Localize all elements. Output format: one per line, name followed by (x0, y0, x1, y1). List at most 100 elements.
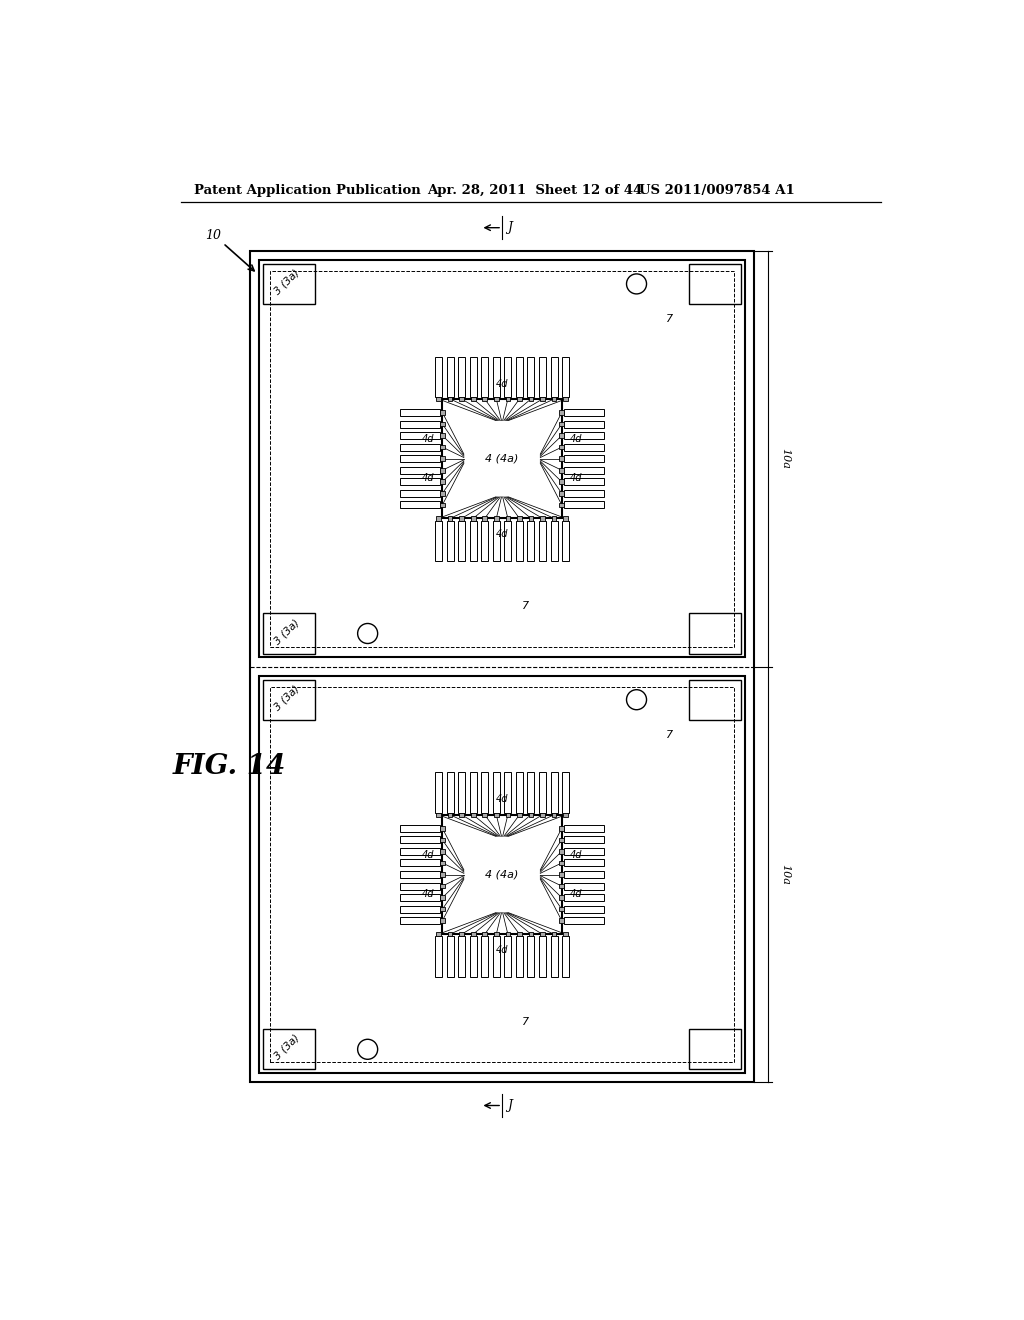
Bar (559, 919, 564, 923)
Bar (541, 813, 545, 817)
Bar (270, 271, 734, 647)
Bar (564, 883, 604, 890)
Bar (446, 356, 454, 397)
Bar (493, 520, 500, 561)
Bar (564, 847, 604, 855)
Bar (470, 936, 477, 977)
Bar (446, 520, 454, 561)
Bar (559, 503, 564, 507)
Bar (440, 469, 444, 473)
Bar (447, 813, 453, 817)
Bar (447, 397, 453, 401)
Bar (689, 264, 741, 304)
Bar (447, 516, 453, 520)
Bar (564, 444, 604, 450)
Text: 7: 7 (666, 730, 673, 741)
Text: 4d: 4d (496, 945, 508, 954)
Bar (559, 907, 564, 911)
Text: Apr. 28, 2011  Sheet 12 of 44: Apr. 28, 2011 Sheet 12 of 44 (427, 185, 642, 197)
Bar (528, 397, 534, 401)
Bar (494, 932, 499, 936)
Bar (440, 884, 444, 888)
Text: J: J (507, 222, 512, 234)
Bar (562, 356, 569, 397)
Bar (564, 432, 604, 440)
Bar (440, 861, 444, 866)
Bar (400, 478, 440, 486)
Bar (481, 520, 488, 561)
Bar (516, 936, 523, 977)
Bar (400, 421, 440, 428)
Text: FIG. 14: FIG. 14 (173, 754, 286, 780)
Bar (559, 491, 564, 496)
Text: 10: 10 (205, 228, 220, 242)
Bar (563, 516, 568, 520)
Bar (460, 932, 464, 936)
Bar (689, 680, 741, 719)
Text: 4d: 4d (496, 529, 508, 539)
Bar (559, 445, 564, 449)
Bar (541, 397, 545, 401)
Bar (505, 772, 511, 813)
Bar (551, 936, 557, 977)
Text: 10a: 10a (780, 449, 791, 469)
Text: 4d: 4d (496, 795, 508, 804)
Bar (263, 614, 315, 653)
Text: 4 (4a): 4 (4a) (485, 870, 519, 879)
Bar (400, 490, 440, 496)
Bar (506, 516, 510, 520)
Text: US 2011/0097854 A1: US 2011/0097854 A1 (639, 185, 795, 197)
Bar (539, 520, 546, 561)
Bar (400, 837, 440, 843)
Bar (436, 813, 441, 817)
Bar (400, 825, 440, 832)
Bar (517, 932, 521, 936)
Bar (436, 397, 441, 401)
Bar (400, 409, 440, 416)
Bar (494, 516, 499, 520)
Bar (458, 772, 465, 813)
Bar (471, 516, 475, 520)
Bar (559, 457, 564, 461)
Bar (440, 422, 444, 426)
Bar (440, 433, 444, 438)
Bar (563, 932, 568, 936)
Bar (263, 264, 315, 304)
Bar (470, 356, 477, 397)
Bar (494, 397, 499, 401)
Bar (559, 411, 564, 414)
Bar (528, 932, 534, 936)
Bar (527, 936, 535, 977)
Bar (435, 772, 442, 813)
Bar (541, 516, 545, 520)
Bar (551, 772, 557, 813)
Bar (440, 826, 444, 830)
Bar (564, 455, 604, 462)
Bar (400, 906, 440, 912)
Bar (551, 520, 557, 561)
Bar (564, 825, 604, 832)
Text: 4 (4a): 4 (4a) (485, 454, 519, 463)
Bar (562, 772, 569, 813)
Bar (442, 399, 562, 519)
Bar (482, 516, 487, 520)
Bar (564, 871, 604, 878)
Bar (442, 814, 562, 935)
Text: 4d: 4d (569, 850, 582, 861)
Bar (564, 837, 604, 843)
Bar (440, 895, 444, 900)
Bar (440, 838, 444, 842)
Bar (440, 457, 444, 461)
Bar (564, 906, 604, 912)
Bar (517, 813, 521, 817)
Bar (481, 936, 488, 977)
Text: 3 (3a): 3 (3a) (272, 268, 301, 297)
Bar (552, 397, 556, 401)
Bar (516, 356, 523, 397)
Text: J: J (507, 1100, 512, 1111)
Bar (564, 490, 604, 496)
Bar (440, 491, 444, 496)
Bar (505, 356, 511, 397)
Bar (527, 356, 535, 397)
Bar (564, 421, 604, 428)
